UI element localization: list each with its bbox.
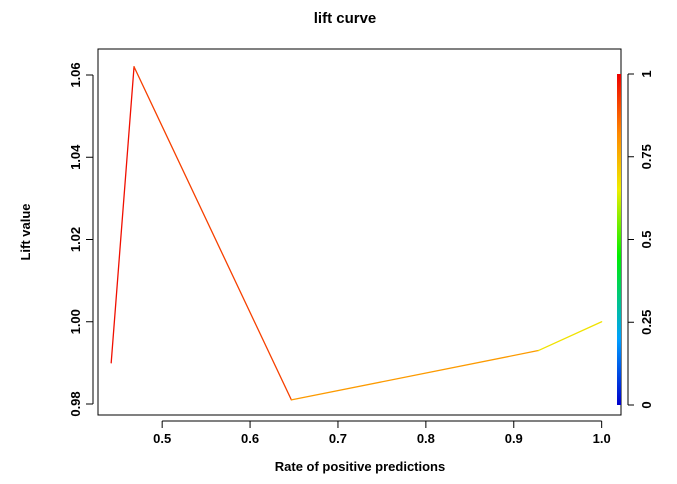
- y-axis-title: Lift value: [18, 203, 33, 260]
- y-tick-label: 1.02: [68, 227, 83, 252]
- y-tick-label: 1.04: [68, 144, 83, 170]
- x-axis: 0.5 0.6 0.7 0.8 0.9 1.0: [153, 420, 611, 446]
- x-tick-label: 0.5: [153, 431, 171, 446]
- lift-segment: [537, 321, 603, 352]
- lift-segment: [110, 66, 135, 364]
- y-tick-label: 0.98: [68, 391, 83, 416]
- x-tick-label: 0.7: [329, 431, 347, 446]
- colorbar-tick-label: 0: [639, 401, 654, 408]
- x-tick-label: 0.8: [417, 431, 435, 446]
- y-tick-label: 1.00: [68, 309, 83, 334]
- lift-segment: [290, 349, 540, 401]
- x-axis-title: Rate of positive predictions: [275, 459, 445, 474]
- colorbar-tick-label: 0.75: [639, 144, 654, 169]
- x-tick-label: 0.9: [505, 431, 523, 446]
- colorbar-tick-label: 0.25: [639, 310, 654, 335]
- plot-frame: [97, 48, 622, 416]
- colorbar-tick-label: 0.5: [639, 230, 654, 248]
- colorbar: [617, 74, 621, 405]
- lift-segment: [133, 66, 293, 401]
- x-tick-label: 0.6: [241, 431, 259, 446]
- colorbar-axis: 0 0.25 0.5 0.75 1: [627, 70, 654, 409]
- lift-series: [110, 66, 603, 401]
- y-tick-label: 1.06: [68, 62, 83, 87]
- y-axis: 0.98 1.00 1.02 1.04 1.06: [68, 62, 94, 417]
- x-tick-label: 1.0: [593, 431, 611, 446]
- chart-title: lift curve: [314, 10, 377, 27]
- colorbar-tick-label: 1: [639, 70, 654, 77]
